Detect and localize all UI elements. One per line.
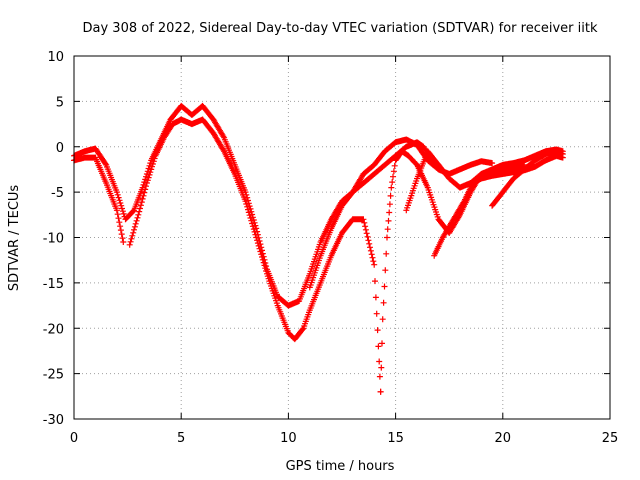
x-tick-label: 20 [495,431,512,446]
y-tick-label: -30 [43,413,64,428]
x-tick-label: 25 [602,431,619,446]
axis-ticks: 0 5 10 15 20 25 -30 -25 -20 -15 -10 -5 0 5 10 [43,50,619,446]
x-tick-label: 0 [70,431,78,446]
plot-frame [73,55,611,420]
x-tick-label: 10 [280,431,297,446]
y-tick-label: 0 [56,141,64,156]
data-points [71,102,566,395]
y-tick-label: -20 [43,322,64,337]
y-axis-label: SDTVAR / TECUs [7,185,22,292]
y-tick-label: 5 [56,95,64,110]
y-tick-label: -10 [43,232,64,247]
series-track-7 [306,139,442,291]
series-track-3 [126,116,384,395]
chart-title: Day 308 of 2022, Sidereal Day-to-day VTE… [83,21,598,36]
y-tick-label: -25 [43,368,64,383]
y-tick-label: -5 [51,186,64,201]
series-track-1 [71,102,496,309]
series-markers [71,102,496,309]
y-tick-label: 10 [47,50,64,65]
series-markers [126,116,384,395]
grid-lines [74,56,610,419]
series-markers [489,148,566,209]
x-tick-label: 15 [387,431,404,446]
y-tick-label: -15 [43,277,64,292]
x-axis-label: GPS time / hours [286,459,395,474]
x-tick-label: 5 [177,431,185,446]
series-track-8 [489,148,566,209]
series-markers [306,139,442,291]
